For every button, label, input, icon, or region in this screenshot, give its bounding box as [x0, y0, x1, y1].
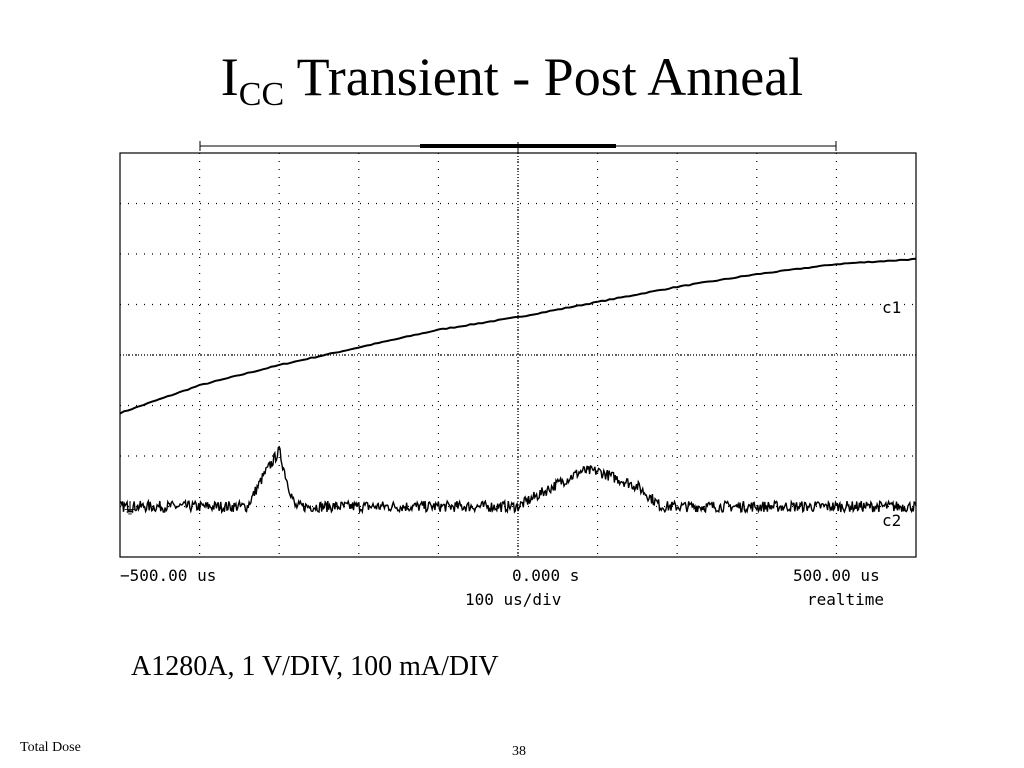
slide-title: ICC Transient - Post Anneal	[0, 50, 1024, 112]
series-line-c1	[119, 257, 917, 415]
x-tick-right: 500.00 us	[793, 566, 880, 585]
slide-caption: A1280A, 1 V/DIV, 100 mA/DIV	[131, 651, 499, 682]
scope-grid	[120, 153, 916, 557]
footer-label: Total Dose	[20, 740, 81, 755]
x-tick-center: 0.000 s	[512, 566, 579, 585]
title-subscript: CC	[238, 76, 285, 113]
title-main: I	[220, 47, 239, 107]
oscilloscope-chart: −500.00 us 0.000 s 500.00 us 100 us/div …	[119, 141, 917, 609]
ground-marker-icon: ⏚	[122, 499, 138, 518]
mode-label: realtime	[807, 590, 884, 609]
timebase-label: 100 us/div	[465, 590, 561, 609]
c2-label: c2	[882, 511, 901, 530]
c1-label: c1	[882, 298, 901, 317]
title-rest: Transient - Post Anneal	[284, 47, 804, 107]
x-tick-left: −500.00 us	[120, 566, 216, 585]
page-number: 38	[512, 744, 526, 759]
scope-traces	[119, 257, 917, 515]
series-line-c2	[120, 445, 917, 515]
